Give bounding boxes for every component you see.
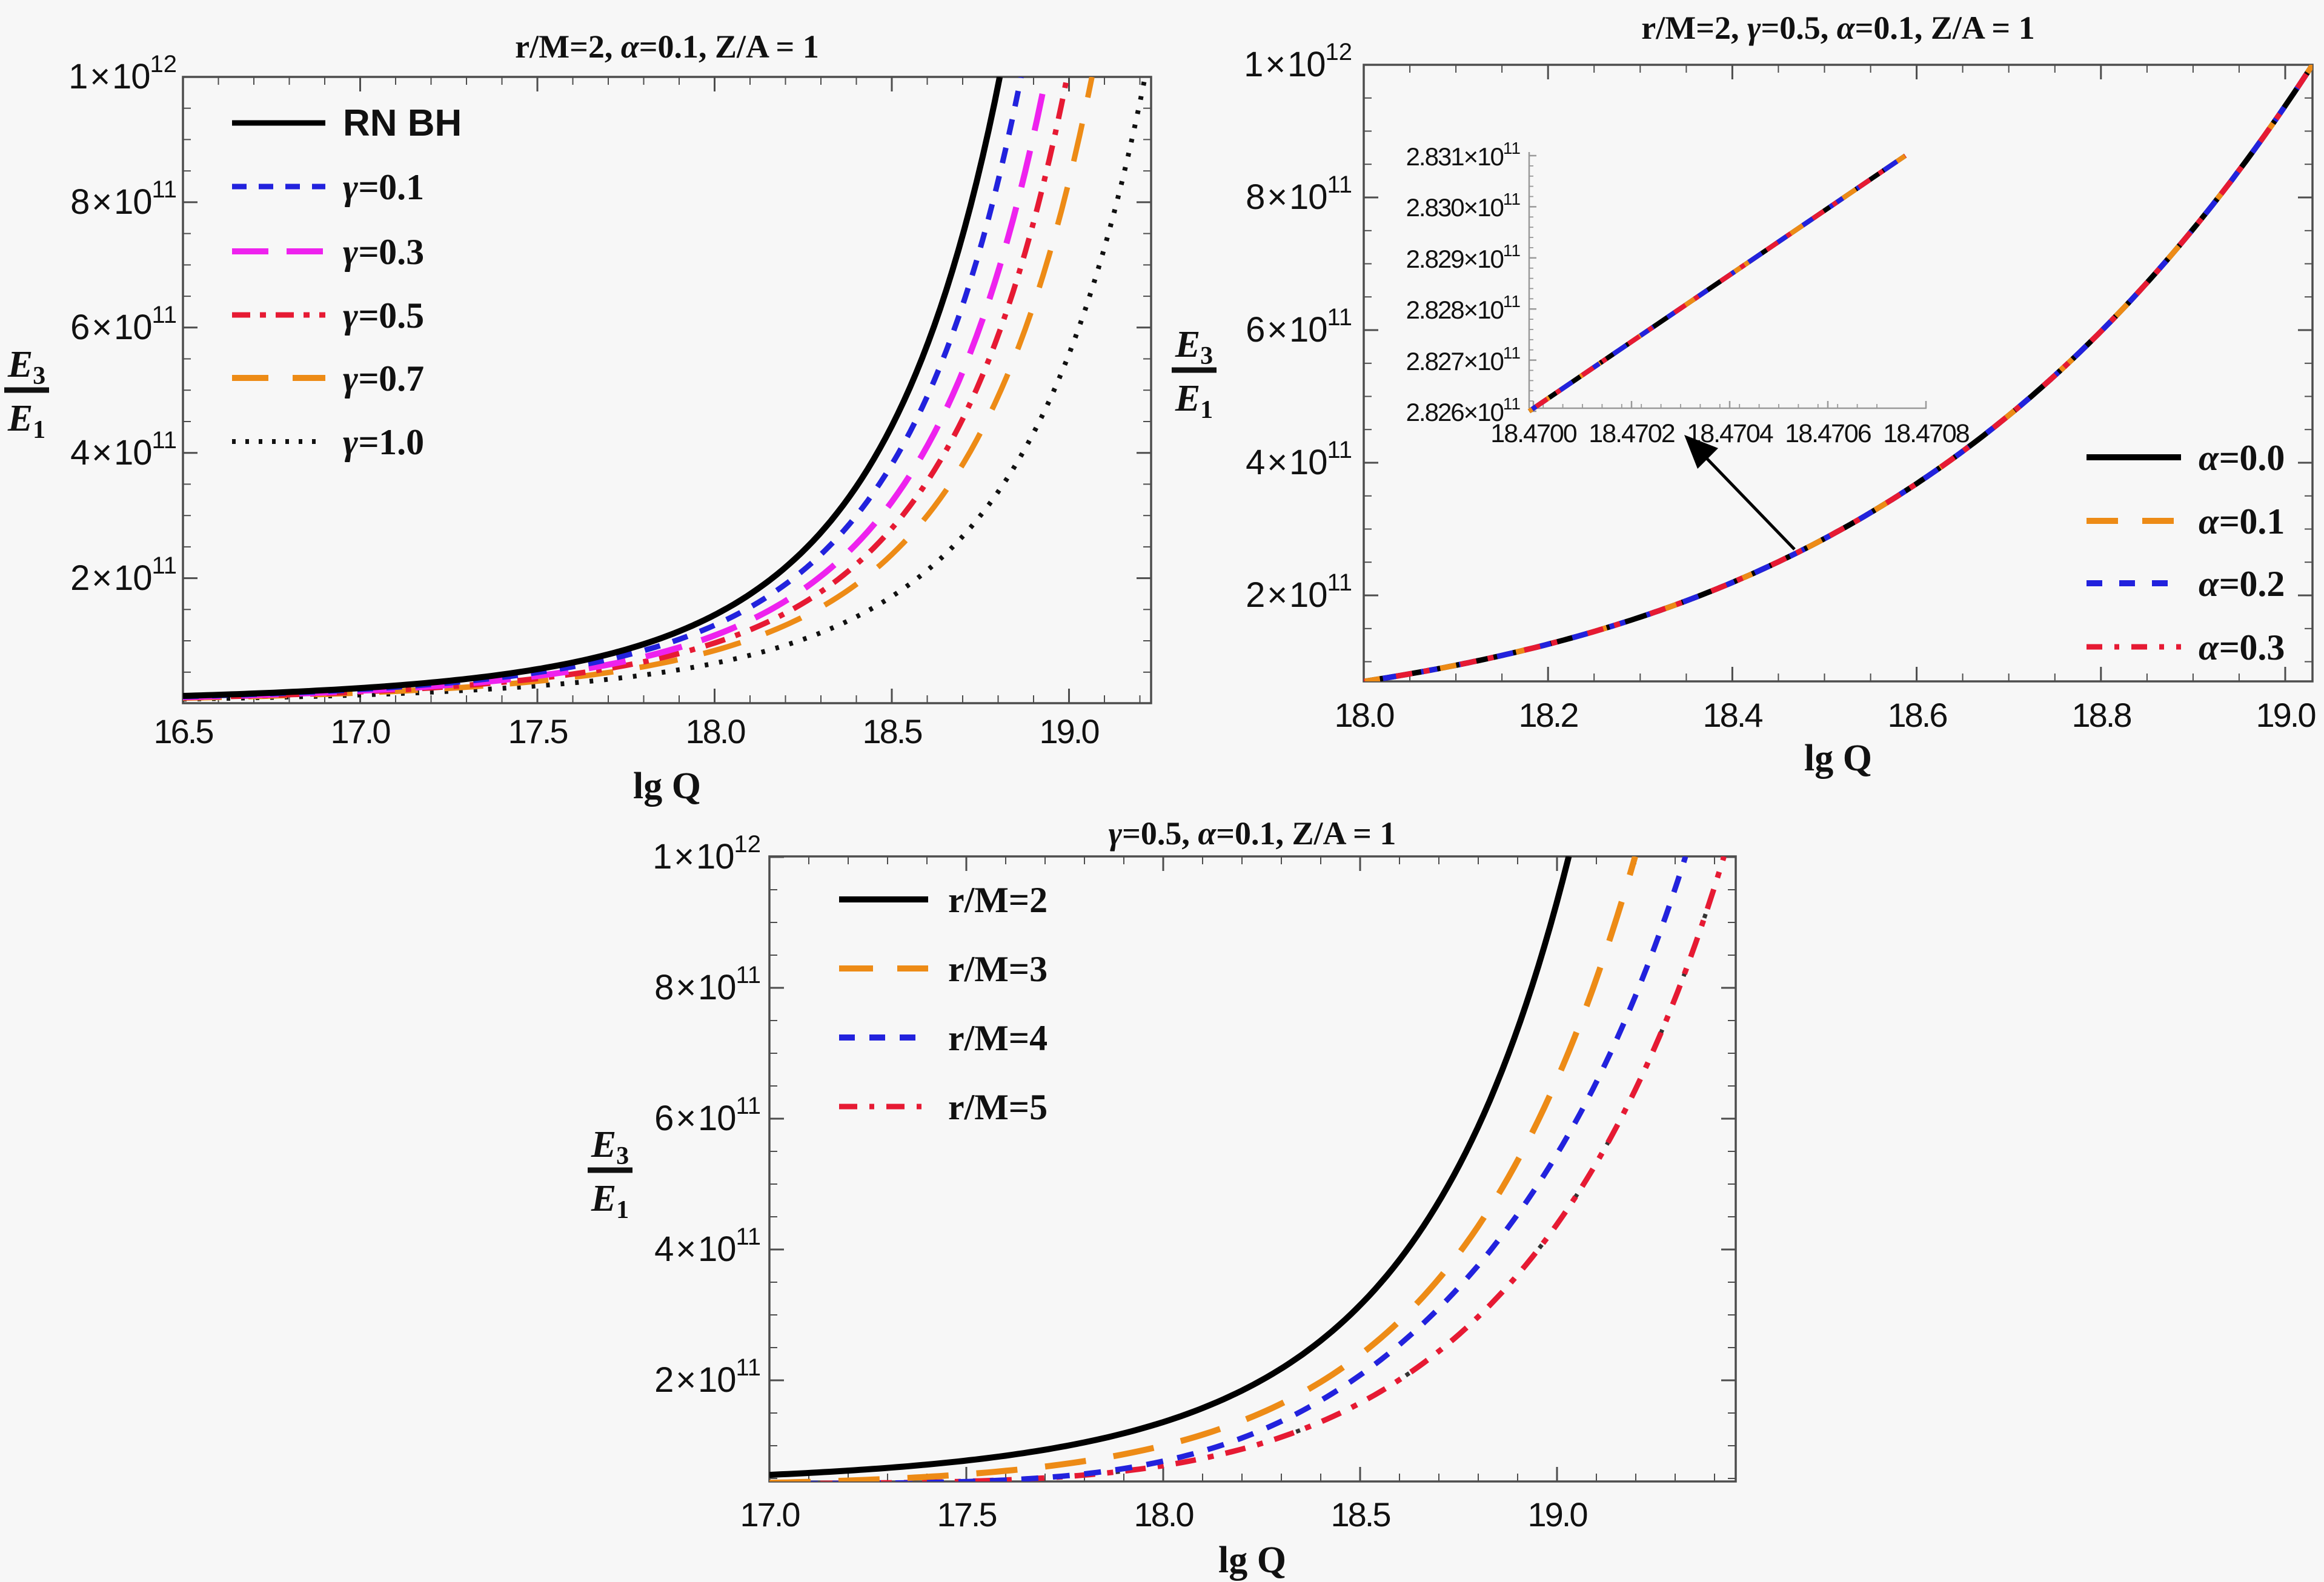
svg-text:E3: E3 xyxy=(1175,324,1213,370)
svg-text:19.0: 19.0 xyxy=(1040,712,1099,750)
svg-text:2.826×1011: 2.826×1011 xyxy=(1406,394,1521,426)
svg-text:17.5: 17.5 xyxy=(937,1495,997,1534)
svg-text:2.831×1011: 2.831×1011 xyxy=(1406,139,1521,171)
svg-text:18.0: 18.0 xyxy=(1335,696,1394,734)
svg-text:r/M=3: r/M=3 xyxy=(948,949,1047,989)
svg-text:r/M=2, γ=0.5, α=0.1, Z/A = 1: r/M=2, γ=0.5, α=0.1, Z/A = 1 xyxy=(1641,10,2034,46)
svg-text:E3: E3 xyxy=(7,344,45,390)
svg-text:17.0: 17.0 xyxy=(331,712,390,750)
svg-text:18.4708: 18.4708 xyxy=(1883,419,1970,448)
svg-text:E1: E1 xyxy=(7,398,45,444)
svg-text:γ=1.0: γ=1.0 xyxy=(343,422,424,462)
svg-text:18.4700: 18.4700 xyxy=(1490,419,1577,448)
svg-text:r/M=2: r/M=2 xyxy=(948,880,1047,920)
svg-text:lg Q: lg Q xyxy=(633,766,701,807)
svg-text:r/M=5: r/M=5 xyxy=(948,1087,1047,1127)
svg-text:19.0: 19.0 xyxy=(2256,696,2316,734)
svg-text:18.8: 18.8 xyxy=(2072,696,2131,734)
svg-text:γ=0.5: γ=0.5 xyxy=(343,296,424,336)
svg-text:γ=0.7: γ=0.7 xyxy=(343,359,424,399)
svg-text:18.4702: 18.4702 xyxy=(1589,419,1675,448)
svg-text:α=0.1: α=0.1 xyxy=(2199,501,2285,541)
svg-text:18.0: 18.0 xyxy=(686,712,745,750)
svg-text:18.5: 18.5 xyxy=(1331,1495,1390,1534)
svg-text:α=0.0: α=0.0 xyxy=(2199,438,2285,478)
svg-text:18.4: 18.4 xyxy=(1703,696,1763,734)
svg-text:lg Q: lg Q xyxy=(1218,1540,1286,1581)
svg-text:18.2: 18.2 xyxy=(1519,696,1578,734)
svg-text:18.6: 18.6 xyxy=(1888,696,1947,734)
svg-text:r/M=2, α=0.1, Z/A = 1: r/M=2, α=0.1, Z/A = 1 xyxy=(515,28,819,65)
svg-text:17.0: 17.0 xyxy=(740,1495,800,1534)
svg-text:2.828×1011: 2.828×1011 xyxy=(1406,292,1521,324)
svg-text:19.0: 19.0 xyxy=(1528,1495,1587,1534)
svg-text:E1: E1 xyxy=(1175,378,1213,424)
svg-text:18.4706: 18.4706 xyxy=(1785,419,1871,448)
svg-text:γ=0.1: γ=0.1 xyxy=(343,167,424,207)
svg-text:18.0: 18.0 xyxy=(1134,1495,1194,1534)
svg-text:18.5: 18.5 xyxy=(863,712,922,750)
svg-text:γ=0.3: γ=0.3 xyxy=(343,232,424,272)
svg-text:r/M=4: r/M=4 xyxy=(948,1018,1047,1058)
svg-text:2.829×1011: 2.829×1011 xyxy=(1406,241,1521,273)
svg-text:α=0.2: α=0.2 xyxy=(2199,564,2285,604)
svg-text:2.830×1011: 2.830×1011 xyxy=(1406,190,1521,222)
svg-text:lg Q: lg Q xyxy=(1804,738,1872,779)
svg-text:RN BH: RN BH xyxy=(343,102,462,144)
svg-text:α=0.3: α=0.3 xyxy=(2199,627,2285,667)
svg-text:2 × 1011: 2 × 1011 xyxy=(70,552,177,598)
svg-text:16.5: 16.5 xyxy=(154,712,213,750)
svg-text:γ=0.5, α=0.1, Z/A = 1: γ=0.5, α=0.1, Z/A = 1 xyxy=(1109,815,1396,852)
svg-text:17.5: 17.5 xyxy=(508,712,568,750)
svg-text:2.827×1011: 2.827×1011 xyxy=(1406,343,1521,376)
